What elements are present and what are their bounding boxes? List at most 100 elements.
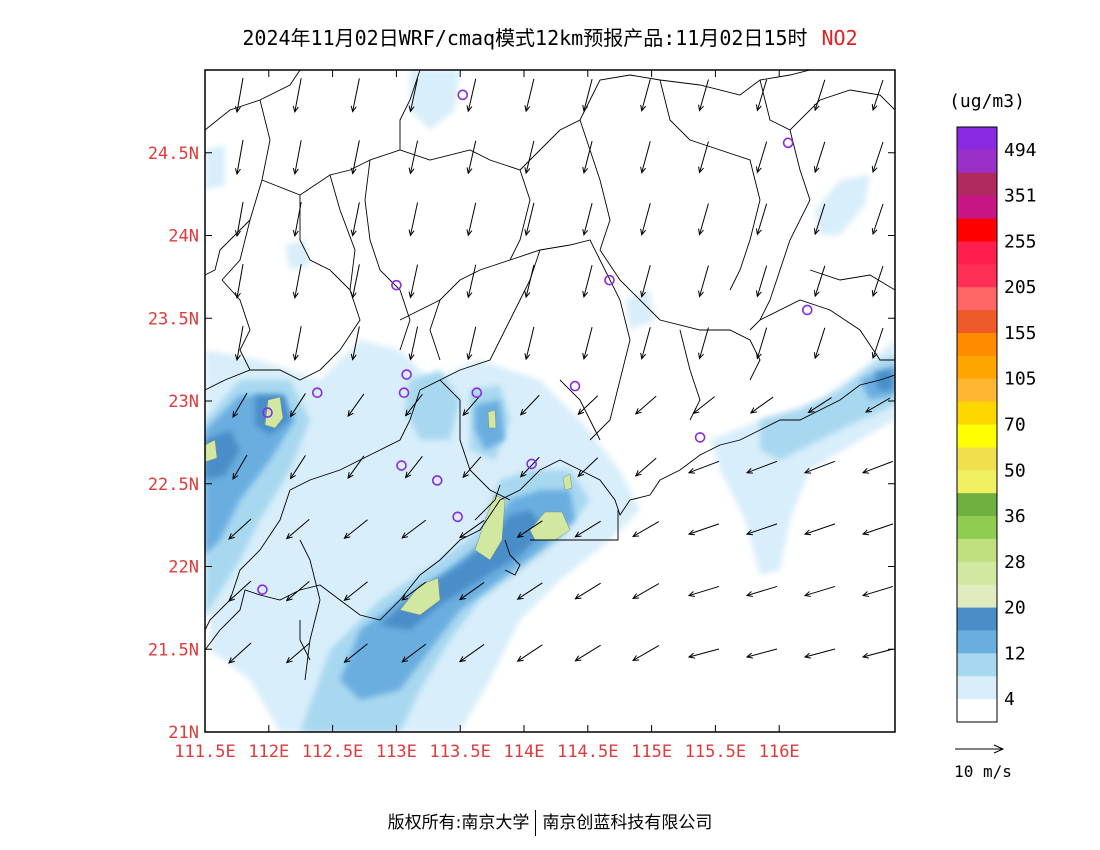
lat-label: 23.5N [148, 309, 199, 329]
map-title: 2024年11月02日WRF/cmaq模式12km预报产品:11月02日15时 N… [0, 22, 1100, 51]
wind-arrow [640, 79, 651, 112]
lon-label: 115E [631, 742, 672, 762]
wind-arrow [234, 139, 244, 176]
wind-arrow [524, 326, 535, 361]
wind-arrow [861, 460, 894, 474]
wind-vectors [228, 77, 894, 664]
legend-label: 70 [1004, 415, 1026, 436]
lon-label: 114.5E [557, 742, 618, 762]
wind-arrow [632, 583, 660, 600]
wind-arrow [519, 456, 540, 478]
legend-swatch [957, 264, 997, 288]
wind-arrow [350, 326, 360, 361]
station-marker [457, 89, 469, 101]
wind-arrow [687, 585, 720, 597]
wind-arrow [408, 78, 419, 113]
wind-arrow [698, 79, 709, 112]
wind-arrow [755, 203, 768, 236]
wind-arrow [871, 141, 884, 174]
station-marker [398, 387, 410, 399]
wind-arrow [745, 460, 778, 474]
wind-arrow [745, 648, 778, 659]
wind-arrow [234, 263, 244, 300]
wind-arrow [285, 642, 310, 664]
wind-arrow [871, 265, 884, 298]
legend-swatch [957, 355, 997, 380]
station-marker [452, 511, 463, 523]
wind-arrow [458, 520, 485, 539]
lon-label: 113E [376, 742, 417, 762]
lat-label: 21N [168, 723, 199, 743]
legend-swatch [957, 424, 997, 448]
wind-arrow [582, 78, 593, 113]
wind-arrow [755, 265, 768, 298]
legend-swatch [957, 127, 997, 151]
wind-arrow [466, 202, 477, 237]
wind-arrow [350, 78, 360, 113]
wind-arrow [466, 264, 477, 299]
wind-arrow [343, 581, 368, 602]
wind-arrow [745, 523, 778, 536]
legend-swatch [957, 149, 997, 174]
wind-arrow [462, 456, 482, 479]
wind-arrow [234, 201, 244, 238]
footer-separator [535, 810, 537, 836]
lon-label: 112.5E [302, 742, 363, 762]
wind-arrow [343, 519, 368, 540]
station-marker [694, 432, 706, 443]
lat-label: 21.5N [148, 640, 199, 660]
wind-arrow [466, 326, 477, 361]
wind-arrow [698, 203, 709, 236]
station-marker [801, 304, 813, 316]
legend-swatch [957, 378, 997, 403]
wind-arrow [698, 141, 709, 174]
lon-label: 116E [759, 742, 800, 762]
wind-scale-label: 10 m/s [954, 762, 1012, 781]
wind-arrow [350, 140, 360, 175]
station-marker [257, 584, 268, 595]
wind-arrow [698, 265, 709, 298]
lon-label: 111.5E [174, 742, 235, 762]
lat-label: 24N [168, 227, 199, 247]
wind-arrow [755, 79, 768, 112]
wind-arrow [692, 396, 715, 415]
station-marker [526, 458, 537, 470]
title-main: 2024年11月02日WRF/cmaq模式12km预报产品:11月02日15时 [242, 26, 808, 50]
wind-arrow [861, 585, 894, 597]
wind-scale: 10 m/s [954, 744, 1012, 781]
wind-arrow [401, 519, 427, 539]
legend-swatch [957, 538, 997, 563]
wind-arrow [404, 394, 423, 417]
wind-arrow [871, 327, 884, 360]
wind-arrow [289, 455, 306, 480]
wind-arrow [524, 78, 535, 113]
legend-swatch [957, 699, 997, 723]
wind-arrow [632, 645, 660, 662]
wind-arrow [350, 202, 360, 237]
wind-arrow [634, 457, 657, 477]
wind-arrow [462, 394, 482, 417]
wind-arrow [687, 523, 720, 536]
station-marker [782, 137, 794, 149]
lon-label: 112E [248, 742, 289, 762]
legend-swatch [957, 653, 997, 677]
legend-label: 255 [1004, 231, 1037, 252]
legend-swatch [957, 607, 997, 631]
wind-arrow [640, 327, 651, 360]
legend-label: 28 [1004, 552, 1026, 573]
wind-arrow [401, 643, 427, 663]
legend-swatches [957, 127, 997, 723]
legend-swatch [957, 470, 997, 494]
title-pollutant: NO2 [821, 26, 858, 50]
legend-frame [956, 126, 998, 723]
lon-label: 114E [504, 742, 545, 762]
legend-swatch [957, 401, 997, 425]
lat-label: 22N [168, 558, 199, 578]
wind-arrow [458, 644, 485, 663]
legend-unit: (ug/m3) [949, 91, 1025, 112]
wind-arrow [292, 326, 302, 361]
wind-arrow [292, 264, 302, 299]
footer-right: 南京创蓝科技有限公司 [542, 813, 713, 833]
legend-label: 12 [1004, 643, 1026, 664]
